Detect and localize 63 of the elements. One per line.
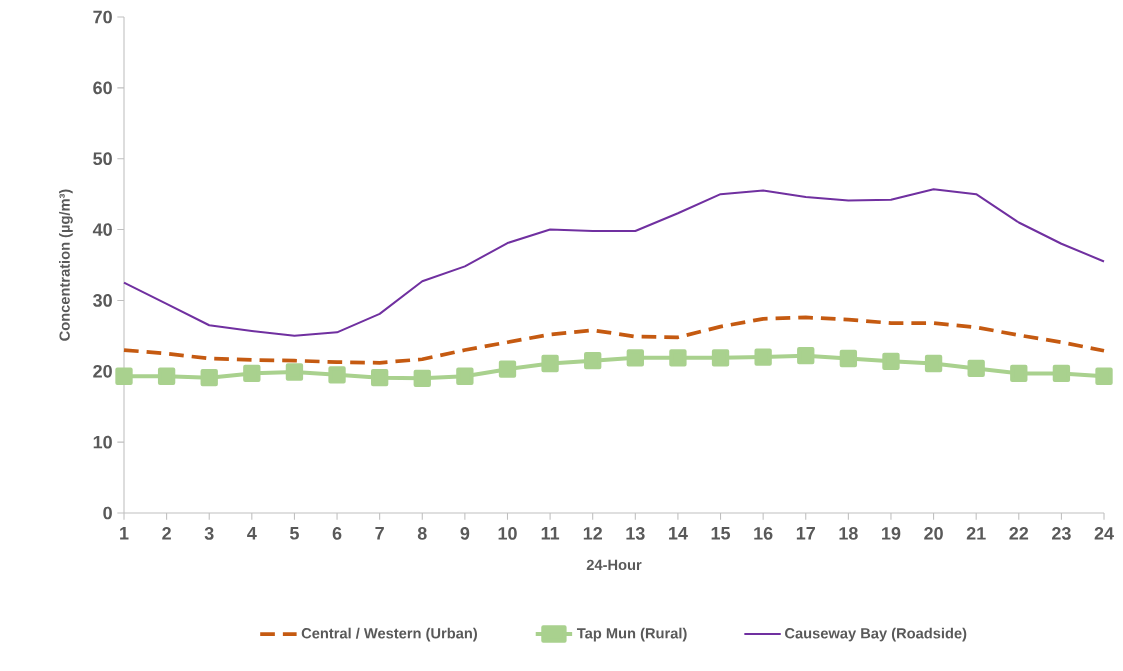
x-axis-title: 24-Hour (586, 559, 642, 571)
y-tick-label: 60 (93, 81, 112, 95)
legend-label: Central / Western (Urban) (301, 627, 477, 642)
y-tick-label: 10 (93, 435, 112, 449)
point (967, 359, 985, 378)
x-tick-label: 1 (120, 527, 129, 540)
x-tick-label: 14 (669, 527, 688, 540)
point (370, 369, 389, 387)
x-tick-label: 4 (247, 527, 257, 540)
x-tick-label: 12 (583, 527, 602, 540)
point (924, 354, 943, 373)
x-tick-label: 23 (1052, 527, 1071, 540)
point (285, 363, 304, 381)
x-tick-label: 8 (417, 527, 427, 540)
point (754, 348, 772, 366)
point (157, 367, 176, 385)
x-tick-label: 22 (1009, 527, 1029, 540)
point (711, 349, 730, 367)
point (882, 352, 900, 371)
point (584, 351, 602, 370)
point (1052, 364, 1071, 383)
point (1095, 367, 1113, 385)
point (456, 367, 474, 385)
y-tick-label: 70 (93, 10, 112, 24)
y-tick-label: 30 (93, 294, 112, 307)
y-tick-label: 0 (103, 506, 112, 520)
y-tick-label: 50 (93, 152, 112, 166)
point (328, 366, 346, 384)
legend-label: Tap Mun (Rural) (576, 627, 687, 642)
x-tick-label: 19 (882, 527, 901, 540)
point (839, 349, 858, 368)
x-tick-label: 15 (711, 527, 731, 540)
x-tick-label: 13 (626, 527, 645, 540)
x-tick-label: 6 (332, 527, 342, 540)
point (626, 349, 644, 367)
point (1010, 364, 1028, 383)
point (115, 367, 133, 385)
x-tick-label: 7 (375, 527, 384, 540)
x-tick-label: 24 (1094, 527, 1114, 540)
x-tick-label: 5 (289, 527, 299, 540)
point (200, 369, 218, 387)
line-series (123, 188, 1106, 337)
x-tick-label: 16 (754, 527, 773, 540)
x-tick-label: 18 (839, 527, 858, 540)
point (541, 354, 559, 373)
y-tick-label: 40 (92, 223, 112, 236)
x-tick-label: 9 (460, 527, 470, 540)
point (797, 347, 815, 365)
point (413, 369, 431, 388)
x-tick-label: 3 (204, 527, 214, 540)
point (669, 349, 687, 367)
x-tick-label: 21 (966, 527, 986, 540)
x-tick-label: 17 (796, 527, 815, 540)
point (243, 364, 261, 383)
line-series (122, 315, 1106, 365)
legend-label: Causeway Bay (Roadside) (785, 627, 967, 642)
y-tick-label: 20 (93, 364, 112, 378)
x-tick-label: 2 (162, 527, 171, 540)
x-tick-label: 20 (924, 527, 943, 540)
y-axis-title: Concentration (µg/m³) (59, 189, 73, 341)
x-tick-label: 10 (498, 527, 517, 540)
point (498, 360, 517, 378)
x-tick-label: 11 (541, 527, 560, 540)
